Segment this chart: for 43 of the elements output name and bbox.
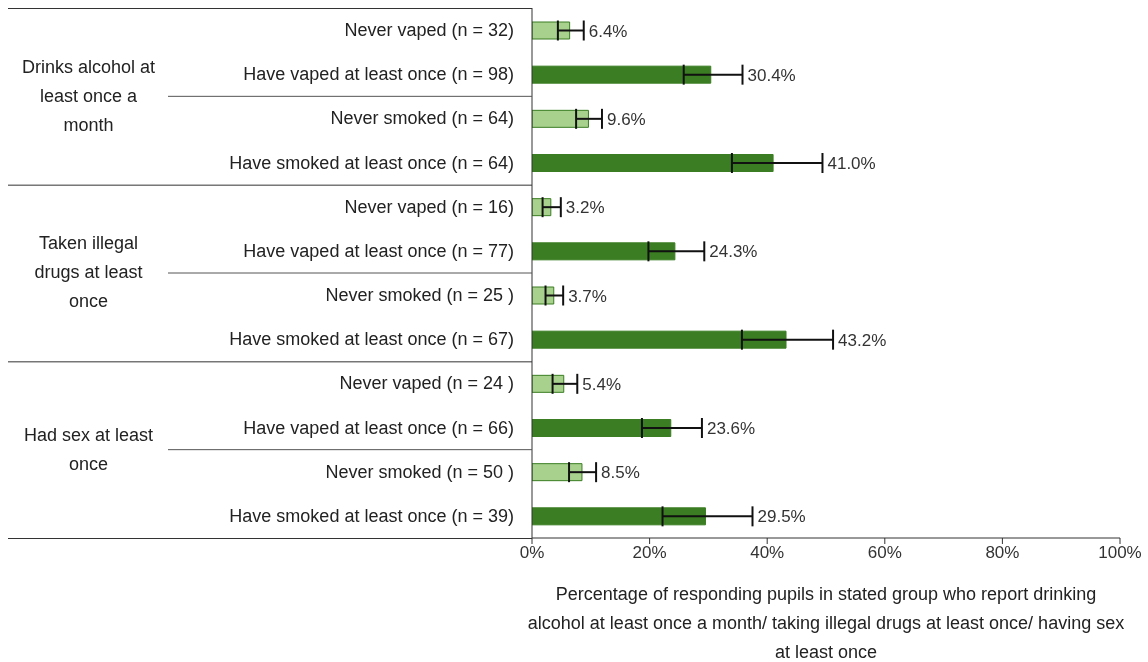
data-label: 3.7%	[568, 286, 607, 306]
bar	[532, 21, 571, 40]
data-label: 3.2%	[565, 198, 605, 218]
y-tick-label: Have smoked at least once (n = 64)	[229, 152, 514, 173]
data-label: 24.3%	[709, 242, 758, 262]
y-tick-label: Have vaped at least once (n = 66)	[243, 417, 514, 438]
x-tick-label: 0%	[519, 543, 545, 563]
data-label: 41.0%	[827, 154, 876, 173]
data-label: 43.2%	[838, 330, 887, 350]
text: Drinks alcohol at least once a month	[20, 55, 157, 137]
x-tick-label: 60%	[867, 543, 902, 563]
data-label: 23.6%	[706, 419, 756, 438]
y-tick-label: Never vaped (n = 16)	[344, 196, 514, 217]
bar	[532, 109, 589, 128]
y-tick-label: Have vaped at least once (n = 77)	[243, 240, 514, 261]
data-label: 6.4%	[588, 21, 628, 41]
x-tick-label: 100%	[1098, 543, 1142, 563]
y-tick-label: Have smoked at least once (n = 39)	[229, 505, 514, 526]
text: Had sex at least once	[22, 423, 155, 476]
data-label: 30.4%	[747, 65, 796, 85]
x-tick-label: 80%	[985, 543, 1020, 563]
y-tick-label: Never smoked (n = 64)	[330, 108, 514, 129]
bar	[532, 330, 787, 349]
y-tick-label: Never vaped (n = 32)	[344, 20, 514, 41]
bar	[532, 419, 672, 437]
bar	[532, 507, 706, 526]
text: Taken illegal drugs at least once	[33, 232, 144, 314]
bar	[532, 463, 583, 482]
x-tick-label: 20%	[632, 543, 667, 563]
y-tick-label: Have smoked at least once (n = 67)	[229, 329, 514, 350]
bar	[532, 154, 774, 172]
bar	[532, 242, 676, 261]
y-tick-label: Never smoked (n = 50 )	[325, 461, 514, 482]
data-label: 9.6%	[606, 109, 646, 129]
y-tick-label: Never vaped (n = 24 )	[339, 373, 514, 394]
bar	[532, 65, 712, 84]
data-label: 5.4%	[582, 374, 622, 394]
x-axis-title: Percentage of responding pupils in stated group who report drinking alcohol at least once a month/ taking illegal drugs at least once/ having sex at least once	[526, 583, 1126, 662]
data-label: 29.5%	[757, 507, 806, 527]
y-tick-label: Have vaped at least once (n = 98)	[243, 64, 514, 85]
y-tick-label: Never smoked (n = 25 )	[325, 285, 514, 306]
data-label: 8.5%	[601, 463, 640, 483]
x-tick-label: 40%	[750, 543, 785, 563]
